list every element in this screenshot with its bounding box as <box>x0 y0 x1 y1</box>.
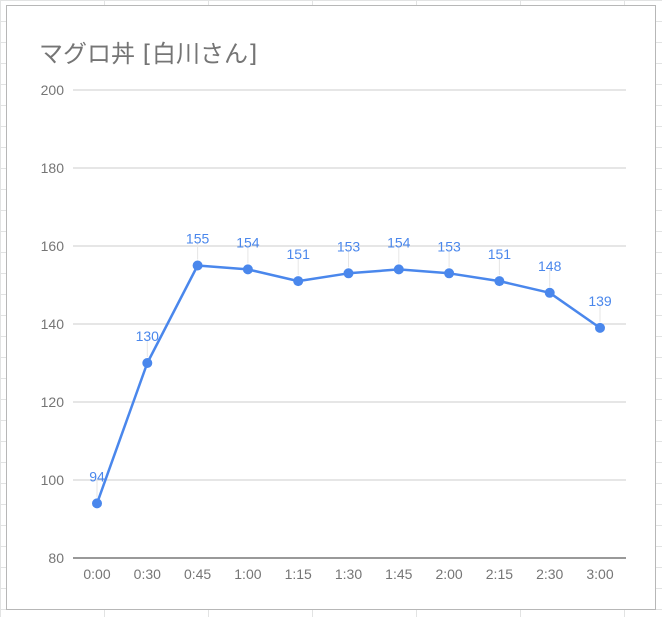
x-tick-label: 1:00 <box>234 566 261 582</box>
data-point <box>444 268 455 279</box>
data-label: 151 <box>488 246 512 262</box>
x-tick-label: 2:30 <box>536 566 563 582</box>
x-tick-label: 0:30 <box>134 566 161 582</box>
x-tick-label: 1:30 <box>335 566 362 582</box>
data-point <box>242 264 253 275</box>
x-tick-label: 2:00 <box>435 566 462 582</box>
y-tick-label: 140 <box>41 316 65 332</box>
y-tick-label: 180 <box>41 160 65 176</box>
data-label: 153 <box>437 238 461 254</box>
data-label: 154 <box>236 234 260 250</box>
data-label: 148 <box>538 258 562 274</box>
x-tick-label: 1:15 <box>285 566 312 582</box>
data-point <box>544 287 555 298</box>
y-tick-label: 200 <box>41 82 65 98</box>
x-tick-label: 0:45 <box>184 566 211 582</box>
x-tick-label: 2:15 <box>486 566 513 582</box>
data-point <box>293 276 304 287</box>
data-point <box>393 264 404 275</box>
data-label: 155 <box>186 231 210 247</box>
chart-card: マグロ丼 [白川さん] <box>6 5 656 610</box>
data-point <box>92 498 102 509</box>
data-label: 153 <box>337 238 361 254</box>
data-label: 94 <box>89 468 105 484</box>
data-label: 154 <box>387 234 411 250</box>
y-tick-label: 160 <box>41 238 65 254</box>
x-tick-label: 3:00 <box>586 566 613 582</box>
data-point <box>494 276 505 287</box>
x-tick-label: 1:45 <box>385 566 412 582</box>
data-label: 151 <box>287 246 311 262</box>
y-tick-label: 120 <box>41 394 65 410</box>
chart-title: マグロ丼 [白川さん] <box>39 40 258 68</box>
data-label: 130 <box>136 328 160 344</box>
series-line <box>95 264 601 504</box>
y-tick-label: 80 <box>48 550 64 566</box>
data-point <box>595 322 605 333</box>
data-label: 139 <box>588 293 612 309</box>
data-point <box>192 260 203 271</box>
y-tick-label: 100 <box>41 472 65 488</box>
data-point <box>343 268 354 279</box>
x-tick-label: 0:00 <box>83 566 110 582</box>
data-point <box>142 358 153 368</box>
